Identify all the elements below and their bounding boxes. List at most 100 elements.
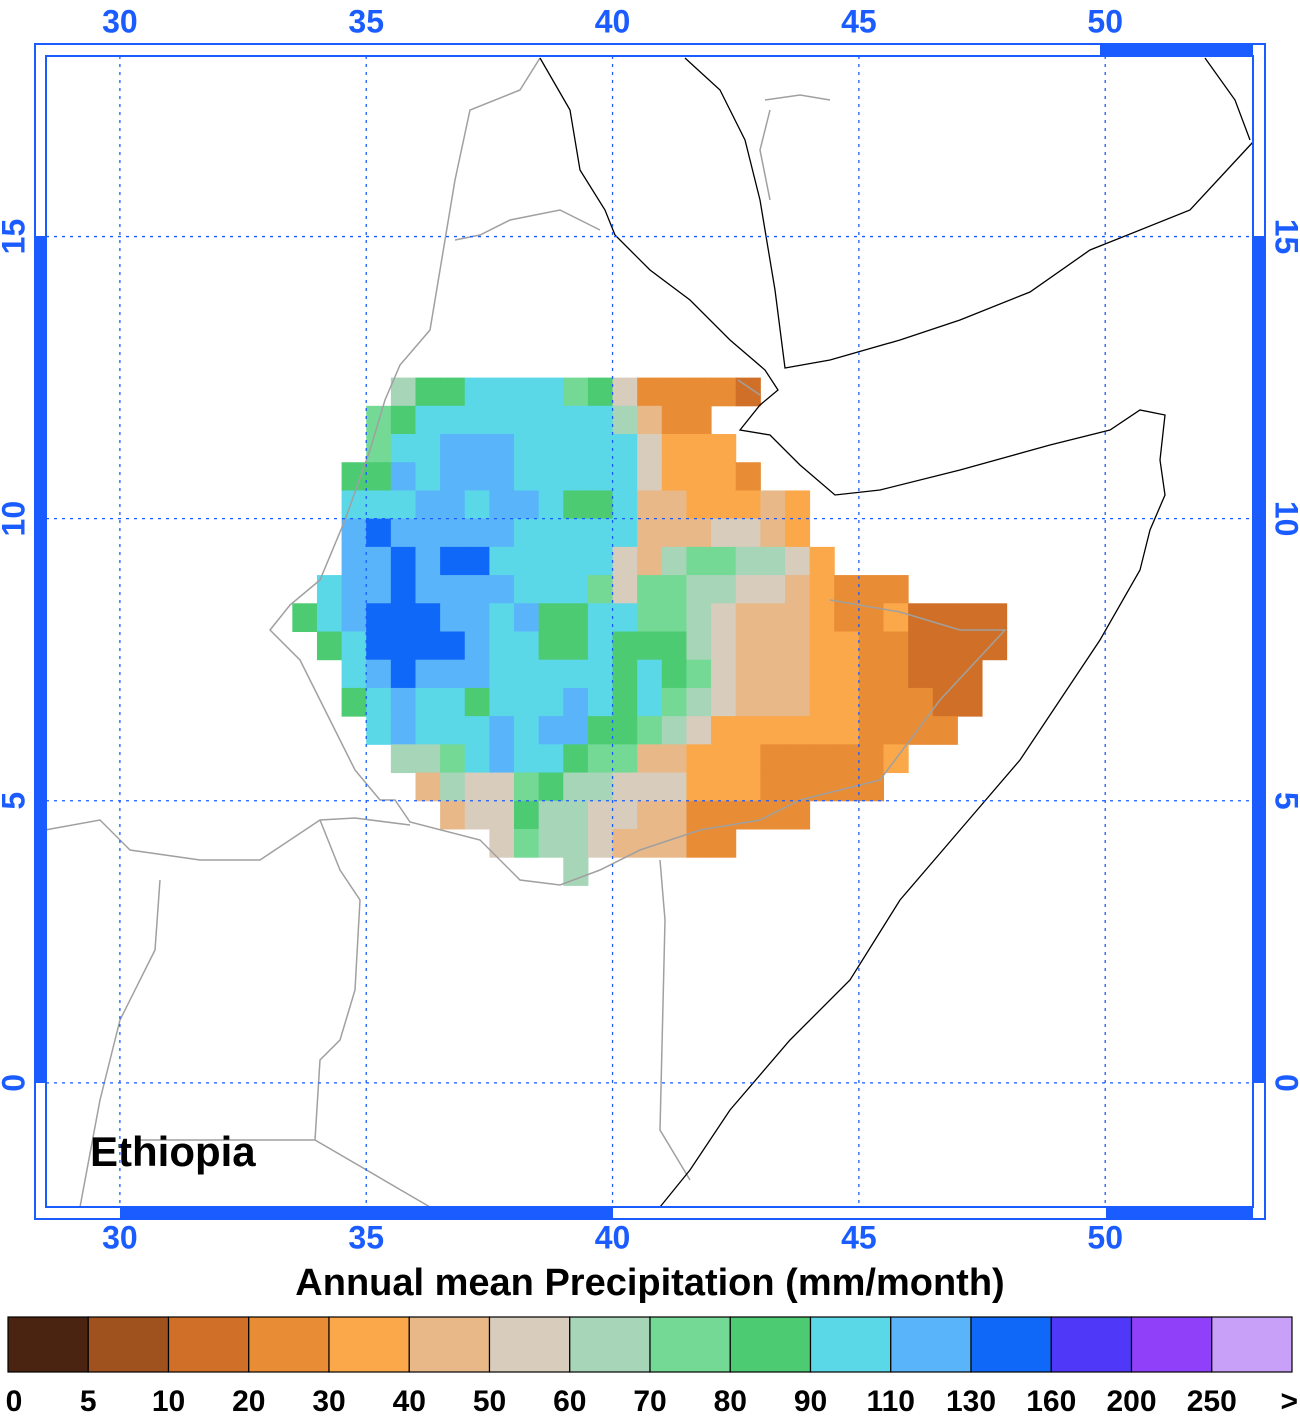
precip-cell xyxy=(760,575,786,604)
precip-cell xyxy=(538,603,564,632)
precip-cell xyxy=(735,631,761,661)
colorbar-box xyxy=(569,1316,651,1373)
precip-cell xyxy=(292,603,318,632)
precip-cell xyxy=(735,659,761,689)
colorbar-label: 60 xyxy=(553,1385,586,1418)
precip-cell xyxy=(366,546,392,576)
precip-cell xyxy=(366,716,392,745)
precip-cell xyxy=(464,659,490,689)
precip-cell xyxy=(415,434,441,463)
precip-cell xyxy=(686,405,712,435)
precip-cell xyxy=(587,490,614,520)
precip-cell xyxy=(514,603,540,632)
precip-cell xyxy=(415,659,441,689)
precip-cell xyxy=(711,659,737,689)
precip-cell xyxy=(563,828,589,858)
precip-cell xyxy=(858,631,885,661)
precip-cell xyxy=(514,546,540,576)
colorbar-box xyxy=(488,1316,571,1373)
colorbar-label: 110 xyxy=(867,1385,915,1418)
precip-cell xyxy=(366,575,392,604)
colorbar-box xyxy=(7,1316,89,1373)
precip-cell xyxy=(957,631,983,661)
x-tick-label-top: 40 xyxy=(595,3,631,39)
frame-bar xyxy=(35,236,46,1083)
precip-cell xyxy=(957,659,983,689)
precip-cell xyxy=(908,659,934,689)
precip-cell xyxy=(514,377,540,407)
colorbar-label: 130 xyxy=(946,1385,996,1418)
precip-cell xyxy=(390,575,416,604)
precip-cell xyxy=(587,405,614,435)
precip-cell xyxy=(464,575,490,604)
precip-cell xyxy=(538,434,564,463)
precip-cell xyxy=(809,687,835,717)
precip-cell xyxy=(489,405,515,435)
colorbar-box xyxy=(1211,1316,1293,1373)
precip-cell xyxy=(784,603,811,632)
colorbar-box xyxy=(1050,1316,1133,1373)
y-tick-label: 0 xyxy=(0,1074,31,1092)
precip-cell xyxy=(440,434,466,463)
precip-cell xyxy=(489,631,515,661)
precip-cell xyxy=(686,575,712,604)
precip-cell xyxy=(883,603,909,632)
precip-cell xyxy=(809,631,835,661)
precip-cell xyxy=(612,462,638,491)
precip-cell xyxy=(735,518,761,548)
precip-cell xyxy=(711,828,737,858)
precip-cell xyxy=(587,772,614,802)
precip-cell xyxy=(637,490,663,520)
precip-cell xyxy=(760,659,786,689)
precip-cell xyxy=(587,744,614,774)
precip-cell xyxy=(711,575,737,604)
precip-cell xyxy=(440,405,466,435)
colorbar-box xyxy=(649,1316,731,1373)
precip-cell xyxy=(390,405,416,435)
colorbar-box xyxy=(328,1316,410,1373)
precip-cell xyxy=(489,716,515,745)
precip-cell xyxy=(366,518,392,548)
precip-cell xyxy=(612,434,638,463)
precip-cell xyxy=(637,716,663,745)
precip-cell xyxy=(637,603,663,632)
precip-cell xyxy=(489,490,515,520)
colorbar-label: 50 xyxy=(473,1385,506,1418)
precip-cell xyxy=(858,687,885,717)
precip-cell xyxy=(735,546,761,576)
precip-cell xyxy=(661,800,687,830)
x-tick-label: 50 xyxy=(1087,1219,1123,1255)
precip-cell xyxy=(637,518,663,548)
precip-cell xyxy=(464,716,490,745)
precip-cell xyxy=(316,603,343,632)
precip-cell xyxy=(464,631,490,661)
precip-cell xyxy=(563,546,589,576)
precip-cell xyxy=(637,772,663,802)
precip-cell xyxy=(464,800,490,830)
y-tick-label: 5 xyxy=(0,792,31,810)
precip-cell xyxy=(341,462,367,491)
precip-cell xyxy=(612,631,638,661)
precip-cell xyxy=(661,687,687,717)
precip-cell xyxy=(612,687,638,717)
precip-cell xyxy=(883,575,909,604)
y-tick-label-right: 15 xyxy=(1269,219,1300,255)
precip-cell xyxy=(415,772,441,802)
precip-cell xyxy=(514,434,540,463)
precip-cell xyxy=(390,518,416,548)
precip-cell xyxy=(957,687,983,717)
precip-cell xyxy=(415,744,441,774)
x-tick-label-top: 35 xyxy=(348,3,384,39)
precip-cell xyxy=(514,687,540,717)
precip-cell xyxy=(538,377,564,407)
precip-cell xyxy=(686,518,712,548)
precip-cell xyxy=(366,490,392,520)
precip-cell xyxy=(514,772,540,802)
precip-cell xyxy=(538,800,564,830)
precip-cell xyxy=(538,462,564,491)
precip-cell xyxy=(563,462,589,491)
precip-cell xyxy=(514,828,540,858)
precip-cell xyxy=(735,603,761,632)
precip-cell xyxy=(489,772,515,802)
precip-cell xyxy=(735,462,761,491)
